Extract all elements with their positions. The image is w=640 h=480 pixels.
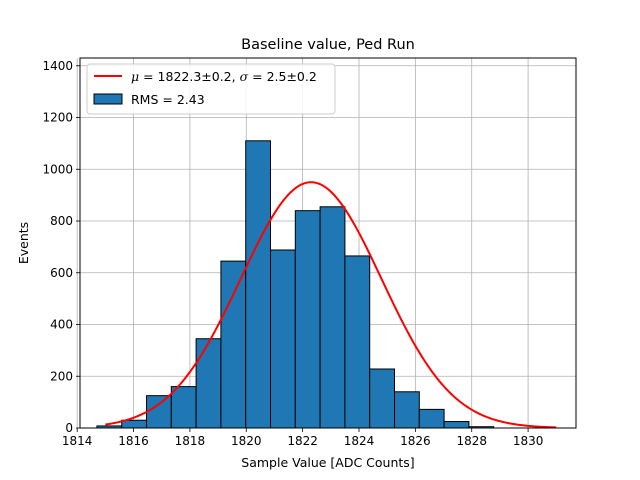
x-tick-label: 1826	[400, 434, 431, 448]
histogram-bar	[121, 419, 148, 429]
histogram-bar	[443, 421, 470, 429]
x-tick-label: 1816	[118, 434, 149, 448]
y-tick-label: 800	[50, 214, 73, 228]
histogram-bar	[294, 210, 321, 429]
x-tick-label: 1820	[231, 434, 262, 448]
y-tick-label: 1000	[42, 162, 73, 176]
y-tick-label: 600	[50, 266, 73, 280]
histogram-bar	[394, 391, 420, 429]
histogram-bar	[170, 386, 197, 429]
x-tick-label: 1828	[456, 434, 487, 448]
legend-fit-mu: 1822.3±0.2	[158, 69, 232, 84]
legend-hist-label: RMS = 2.43	[131, 92, 205, 107]
histogram-bar	[146, 395, 172, 429]
y-axis-label: Events	[16, 222, 31, 264]
gaussian-fit	[105, 181, 557, 429]
x-tick-label: 1830	[513, 434, 544, 448]
chart-title: Baseline value, Ped Run	[241, 37, 415, 53]
y-tick-label: 1200	[42, 111, 73, 125]
legend-hist-swatch	[93, 93, 123, 105]
y-tick-label: 400	[50, 318, 73, 332]
histogram-bar	[245, 140, 272, 429]
x-tick-label: 1814	[62, 434, 93, 448]
histogram-bar	[270, 249, 296, 429]
histogram-bar	[418, 408, 445, 429]
histogram-bar	[369, 368, 396, 429]
histogram-bar	[195, 338, 222, 429]
x-tick-label: 1824	[344, 434, 375, 448]
y-axis-ticks: 0 200 400 600 800 1000 1200 1400	[42, 59, 80, 435]
histogram-bars	[96, 140, 495, 429]
histogram-bar	[319, 206, 346, 429]
fit-curve	[105, 181, 557, 429]
legend: μ = 1822.3±0.2, σ = 2.5±0.2 RMS = 2.43	[86, 63, 336, 115]
legend-fit-sigma: 2.5±0.2	[267, 69, 317, 84]
legend-frame	[86, 63, 336, 115]
histogram-bar	[344, 255, 371, 429]
x-tick-label: 1822	[287, 434, 318, 448]
legend-fit-label: μ = 1822.3±0.2, σ = 2.5±0.2	[131, 69, 317, 84]
histogram-bar	[220, 260, 247, 429]
x-tick-label: 1818	[175, 434, 206, 448]
plot-frame	[79, 57, 577, 429]
y-tick-label: 0	[65, 421, 73, 435]
x-axis-ticks: 1814 1816 1818 1820 1822 1824 1826 1828 1830	[62, 428, 543, 448]
y-tick-label: 1400	[42, 59, 73, 73]
y-tick-label: 200	[50, 369, 73, 383]
x-axis-label: Sample Value [ADC Counts]	[241, 455, 414, 470]
